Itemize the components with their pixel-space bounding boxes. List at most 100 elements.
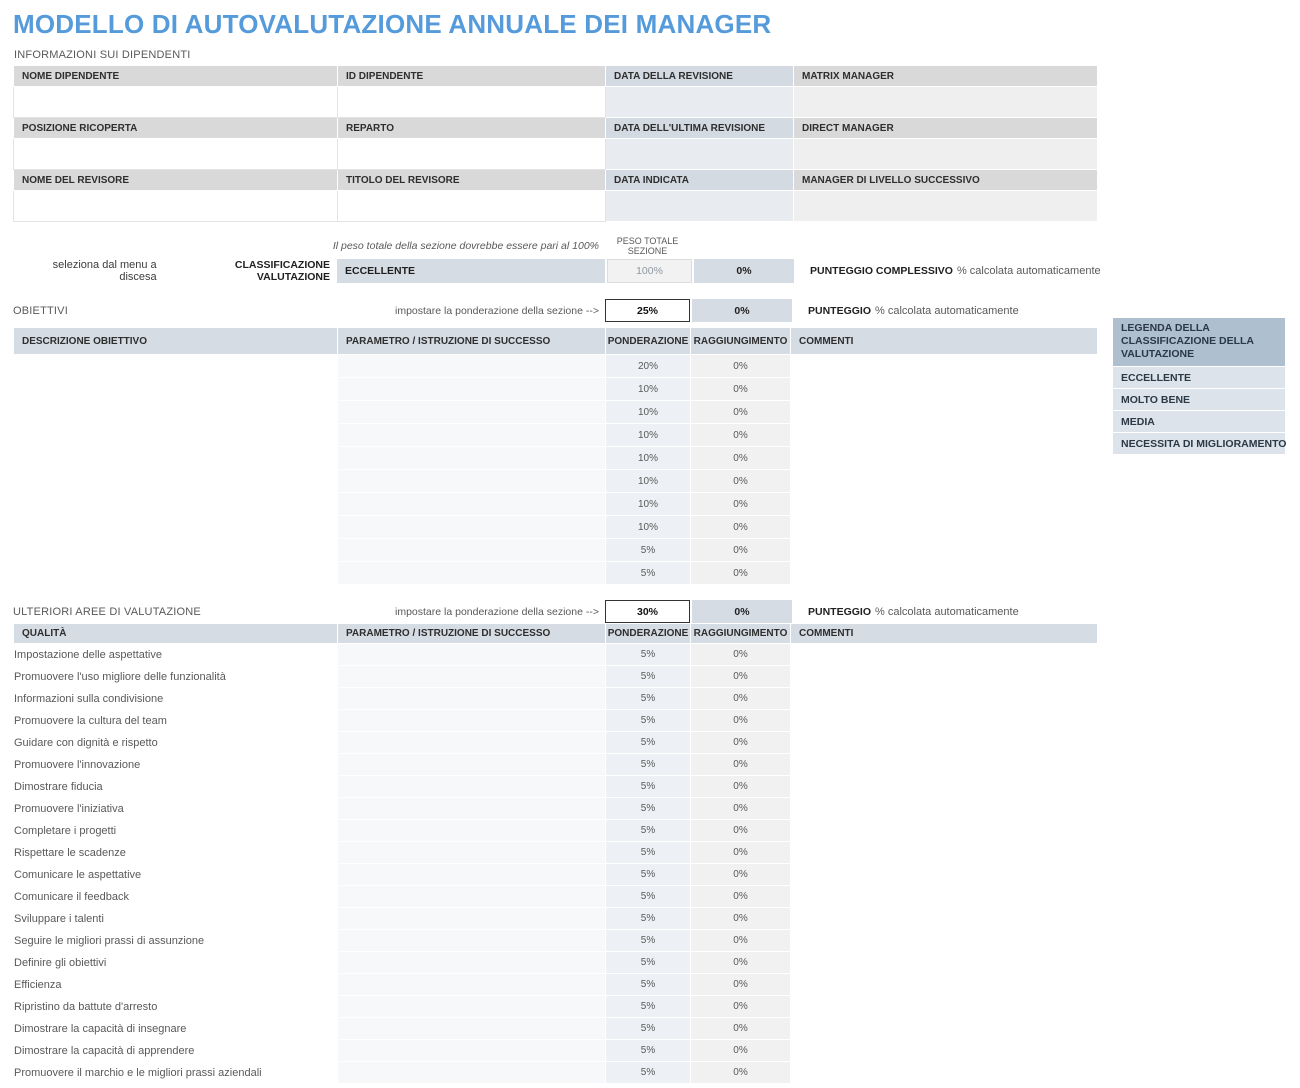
achievement-cell[interactable]: 0% bbox=[690, 885, 791, 908]
objective-description-cell[interactable] bbox=[13, 377, 338, 401]
additional-weight-input[interactable]: 30% bbox=[605, 600, 690, 623]
weight-cell[interactable]: 10% bbox=[605, 400, 691, 424]
info-value-cell[interactable] bbox=[13, 138, 338, 170]
achievement-cell[interactable]: 0% bbox=[690, 1061, 791, 1084]
comments-cell[interactable] bbox=[790, 1039, 1098, 1062]
weight-cell[interactable]: 5% bbox=[605, 797, 691, 820]
info-value-cell[interactable] bbox=[793, 86, 1098, 118]
achievement-cell[interactable]: 0% bbox=[690, 492, 791, 516]
comments-cell[interactable] bbox=[790, 423, 1098, 447]
achievement-cell[interactable]: 0% bbox=[690, 643, 791, 666]
info-value-cell[interactable] bbox=[605, 86, 794, 118]
comments-cell[interactable] bbox=[790, 709, 1098, 732]
objective-description-cell[interactable] bbox=[13, 446, 338, 470]
weight-cell[interactable]: 5% bbox=[605, 665, 691, 688]
quality-cell[interactable]: Seguire le migliori prassi di assunzione bbox=[13, 929, 338, 952]
weight-cell[interactable]: 5% bbox=[605, 1061, 691, 1084]
achievement-cell[interactable]: 0% bbox=[690, 753, 791, 776]
comments-cell[interactable] bbox=[790, 643, 1098, 666]
weight-cell[interactable]: 20% bbox=[605, 354, 691, 378]
comments-cell[interactable] bbox=[790, 561, 1098, 585]
info-value-cell[interactable] bbox=[605, 190, 794, 222]
weight-cell[interactable]: 10% bbox=[605, 446, 691, 470]
objective-description-cell[interactable] bbox=[13, 423, 338, 447]
weight-cell[interactable]: 5% bbox=[605, 819, 691, 842]
achievement-cell[interactable]: 0% bbox=[690, 841, 791, 864]
weight-cell[interactable]: 5% bbox=[605, 731, 691, 754]
weight-cell[interactable]: 5% bbox=[605, 907, 691, 930]
comments-cell[interactable] bbox=[790, 354, 1098, 378]
comments-cell[interactable] bbox=[790, 995, 1098, 1018]
parameter-cell[interactable] bbox=[337, 863, 606, 886]
classification-dropdown[interactable]: ECCELLENTE bbox=[337, 259, 605, 283]
achievement-cell[interactable]: 0% bbox=[690, 995, 791, 1018]
comments-cell[interactable] bbox=[790, 951, 1098, 974]
achievement-cell[interactable]: 0% bbox=[690, 354, 791, 378]
parameter-cell[interactable] bbox=[337, 709, 606, 732]
parameter-cell[interactable] bbox=[337, 907, 606, 930]
quality-cell[interactable]: Efficienza bbox=[13, 973, 338, 996]
weight-cell[interactable]: 5% bbox=[605, 885, 691, 908]
weight-cell[interactable]: 5% bbox=[605, 709, 691, 732]
weight-cell[interactable]: 5% bbox=[605, 973, 691, 996]
parameter-cell[interactable] bbox=[337, 995, 606, 1018]
weight-cell[interactable]: 5% bbox=[605, 687, 691, 710]
comments-cell[interactable] bbox=[790, 446, 1098, 470]
parameter-cell[interactable] bbox=[337, 665, 606, 688]
parameter-cell[interactable] bbox=[337, 561, 606, 585]
comments-cell[interactable] bbox=[790, 538, 1098, 562]
weight-cell[interactable]: 10% bbox=[605, 492, 691, 516]
quality-cell[interactable]: Dimostrare fiducia bbox=[13, 775, 338, 798]
achievement-cell[interactable]: 0% bbox=[690, 538, 791, 562]
weight-cell[interactable]: 10% bbox=[605, 515, 691, 539]
parameter-cell[interactable] bbox=[337, 469, 606, 493]
comments-cell[interactable] bbox=[790, 797, 1098, 820]
parameter-cell[interactable] bbox=[337, 797, 606, 820]
quality-cell[interactable]: Rispettare le scadenze bbox=[13, 841, 338, 864]
weight-cell[interactable]: 5% bbox=[605, 775, 691, 798]
info-value-cell[interactable] bbox=[337, 86, 606, 118]
quality-cell[interactable]: Impostazione delle aspettative bbox=[13, 643, 338, 666]
parameter-cell[interactable] bbox=[337, 377, 606, 401]
quality-cell[interactable]: Definire gli obiettivi bbox=[13, 951, 338, 974]
objective-description-cell[interactable] bbox=[13, 492, 338, 516]
quality-cell[interactable]: Completare i progetti bbox=[13, 819, 338, 842]
parameter-cell[interactable] bbox=[337, 492, 606, 516]
weight-cell[interactable]: 5% bbox=[605, 1017, 691, 1040]
parameter-cell[interactable] bbox=[337, 1061, 606, 1084]
weight-cell[interactable]: 5% bbox=[605, 841, 691, 864]
quality-cell[interactable]: Comunicare le aspettative bbox=[13, 863, 338, 886]
info-value-cell[interactable] bbox=[13, 86, 338, 118]
comments-cell[interactable] bbox=[790, 841, 1098, 864]
info-value-cell[interactable] bbox=[337, 138, 606, 170]
quality-cell[interactable]: Ripristino da battute d'arresto bbox=[13, 995, 338, 1018]
parameter-cell[interactable] bbox=[337, 841, 606, 864]
achievement-cell[interactable]: 0% bbox=[690, 863, 791, 886]
comments-cell[interactable] bbox=[790, 819, 1098, 842]
quality-cell[interactable]: Promuovere la cultura del team bbox=[13, 709, 338, 732]
quality-cell[interactable]: Dimostrare la capacità di insegnare bbox=[13, 1017, 338, 1040]
comments-cell[interactable] bbox=[790, 687, 1098, 710]
objective-description-cell[interactable] bbox=[13, 538, 338, 562]
comments-cell[interactable] bbox=[790, 731, 1098, 754]
parameter-cell[interactable] bbox=[337, 515, 606, 539]
achievement-cell[interactable]: 0% bbox=[690, 709, 791, 732]
weight-cell[interactable]: 5% bbox=[605, 1039, 691, 1062]
achievement-cell[interactable]: 0% bbox=[690, 731, 791, 754]
achievement-cell[interactable]: 0% bbox=[690, 775, 791, 798]
achievement-cell[interactable]: 0% bbox=[690, 973, 791, 996]
parameter-cell[interactable] bbox=[337, 687, 606, 710]
achievement-cell[interactable]: 0% bbox=[690, 561, 791, 585]
weight-cell[interactable]: 5% bbox=[605, 561, 691, 585]
comments-cell[interactable] bbox=[790, 973, 1098, 996]
quality-cell[interactable]: Sviluppare i talenti bbox=[13, 907, 338, 930]
achievement-cell[interactable]: 0% bbox=[690, 665, 791, 688]
objective-description-cell[interactable] bbox=[13, 515, 338, 539]
info-value-cell[interactable] bbox=[793, 138, 1098, 170]
comments-cell[interactable] bbox=[790, 665, 1098, 688]
objective-description-cell[interactable] bbox=[13, 561, 338, 585]
weight-cell[interactable]: 10% bbox=[605, 423, 691, 447]
objective-description-cell[interactable] bbox=[13, 469, 338, 493]
comments-cell[interactable] bbox=[790, 469, 1098, 493]
weight-cell[interactable]: 5% bbox=[605, 995, 691, 1018]
